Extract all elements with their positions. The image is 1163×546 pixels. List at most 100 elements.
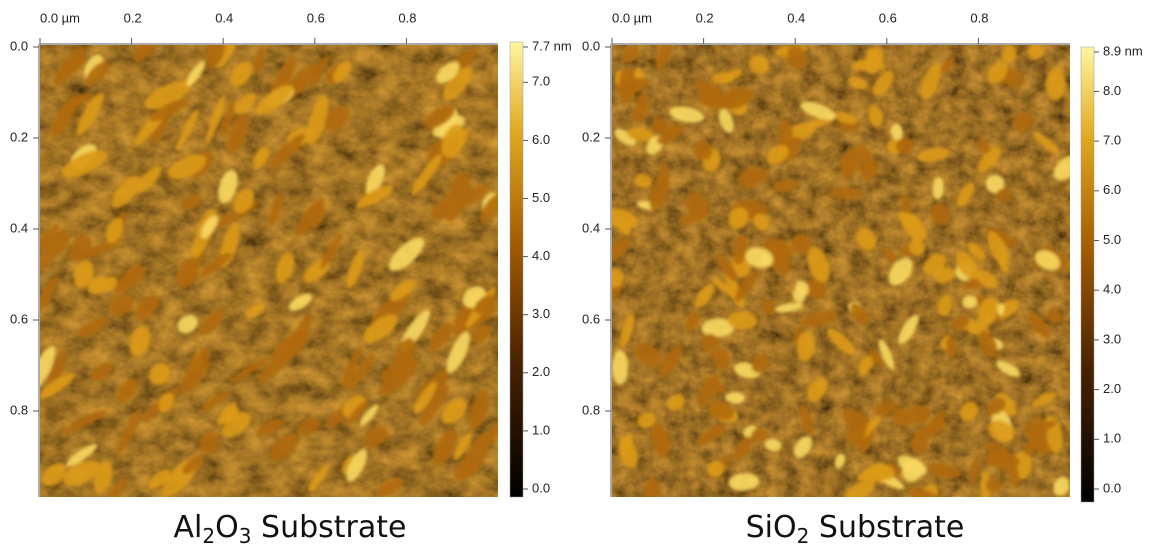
grain [762, 300, 777, 315]
grain [883, 247, 897, 264]
grain [860, 161, 875, 181]
grain [773, 179, 798, 192]
grain [728, 207, 749, 230]
grain [988, 420, 1015, 443]
caption: SiO2 Substrate [746, 510, 965, 546]
grain [659, 162, 670, 193]
grain [181, 348, 211, 393]
grain [245, 303, 265, 318]
grains [612, 45, 1070, 497]
colorbar-label: 1.0 [532, 422, 550, 437]
grain [612, 350, 629, 385]
grain [940, 57, 955, 73]
grain [795, 280, 809, 296]
grain [622, 46, 640, 63]
grain [697, 424, 727, 445]
grain [419, 384, 449, 426]
grain [764, 438, 782, 452]
y-tick-label: 0.0 [10, 38, 28, 53]
grain [693, 80, 722, 94]
y-tick-label: 0.0 [582, 38, 600, 53]
grain [223, 408, 239, 424]
grain [61, 410, 108, 434]
grain [842, 163, 853, 180]
colorbar-label: 1.0 [1103, 431, 1121, 446]
grain [218, 169, 238, 204]
grain [114, 263, 140, 295]
grain [850, 302, 869, 325]
grain [221, 412, 251, 438]
grain [65, 443, 98, 467]
grain [626, 126, 655, 142]
grain [388, 237, 424, 271]
grain [634, 342, 662, 368]
grain [724, 392, 745, 404]
grain [955, 251, 980, 280]
grain [694, 284, 715, 308]
grain [1053, 154, 1070, 181]
grain [112, 175, 141, 208]
grain [1001, 68, 1024, 88]
grain [63, 460, 100, 486]
grain [1013, 112, 1033, 131]
grain [678, 212, 708, 225]
grain [685, 192, 709, 219]
grain [346, 353, 376, 391]
grain [429, 322, 453, 351]
grain [205, 95, 225, 143]
grain [774, 302, 804, 313]
grain [967, 242, 986, 261]
grain [802, 280, 828, 299]
grain [872, 69, 895, 96]
grain [777, 239, 791, 271]
grain [980, 470, 991, 497]
grain [937, 294, 953, 317]
afm-image [612, 45, 1070, 497]
grain [85, 61, 110, 85]
grain [341, 346, 362, 389]
grain [234, 92, 257, 115]
grain [431, 200, 450, 220]
grain [916, 147, 951, 163]
colorbar-label: 7.0 [1103, 133, 1121, 148]
grain [961, 295, 978, 309]
grain [985, 174, 1005, 194]
grain [1027, 45, 1044, 60]
grain [268, 193, 283, 227]
grain [612, 268, 624, 288]
y-tick-label: 0.4 [10, 220, 28, 235]
grain [895, 137, 914, 154]
grain [735, 269, 758, 302]
grain [614, 128, 637, 146]
grain [177, 258, 197, 288]
grain [308, 465, 329, 492]
grain [745, 247, 774, 269]
grain [479, 193, 498, 223]
grain [177, 314, 198, 334]
caption-subscript: 2 [202, 524, 215, 546]
grain [446, 331, 470, 374]
grain [95, 276, 118, 293]
grain [320, 232, 343, 270]
y-tick-label: 0.8 [582, 402, 600, 417]
colorbar-label: 8.9 nm [1103, 43, 1143, 58]
grain [657, 124, 684, 145]
grain [878, 339, 895, 370]
grain [1034, 132, 1060, 155]
grain [346, 449, 367, 482]
grain [897, 455, 927, 476]
grain [116, 408, 142, 455]
grain [858, 355, 874, 375]
afm-panel: 0.0 µm 0.2 0.4 0.6 0.8 0.0 0.2 0.4 0.6 0.8 7.7 nm 7… [10, 10, 572, 546]
grain [453, 302, 474, 338]
grain [129, 326, 151, 357]
colorbar-label: 6.0 [532, 132, 550, 147]
grain [986, 441, 1016, 472]
grain [296, 418, 321, 435]
grain [859, 427, 875, 454]
grain [701, 333, 720, 353]
colorbar-label: 5.0 [1103, 232, 1121, 247]
grain [393, 338, 415, 367]
grain [976, 269, 999, 289]
grain [853, 424, 868, 446]
